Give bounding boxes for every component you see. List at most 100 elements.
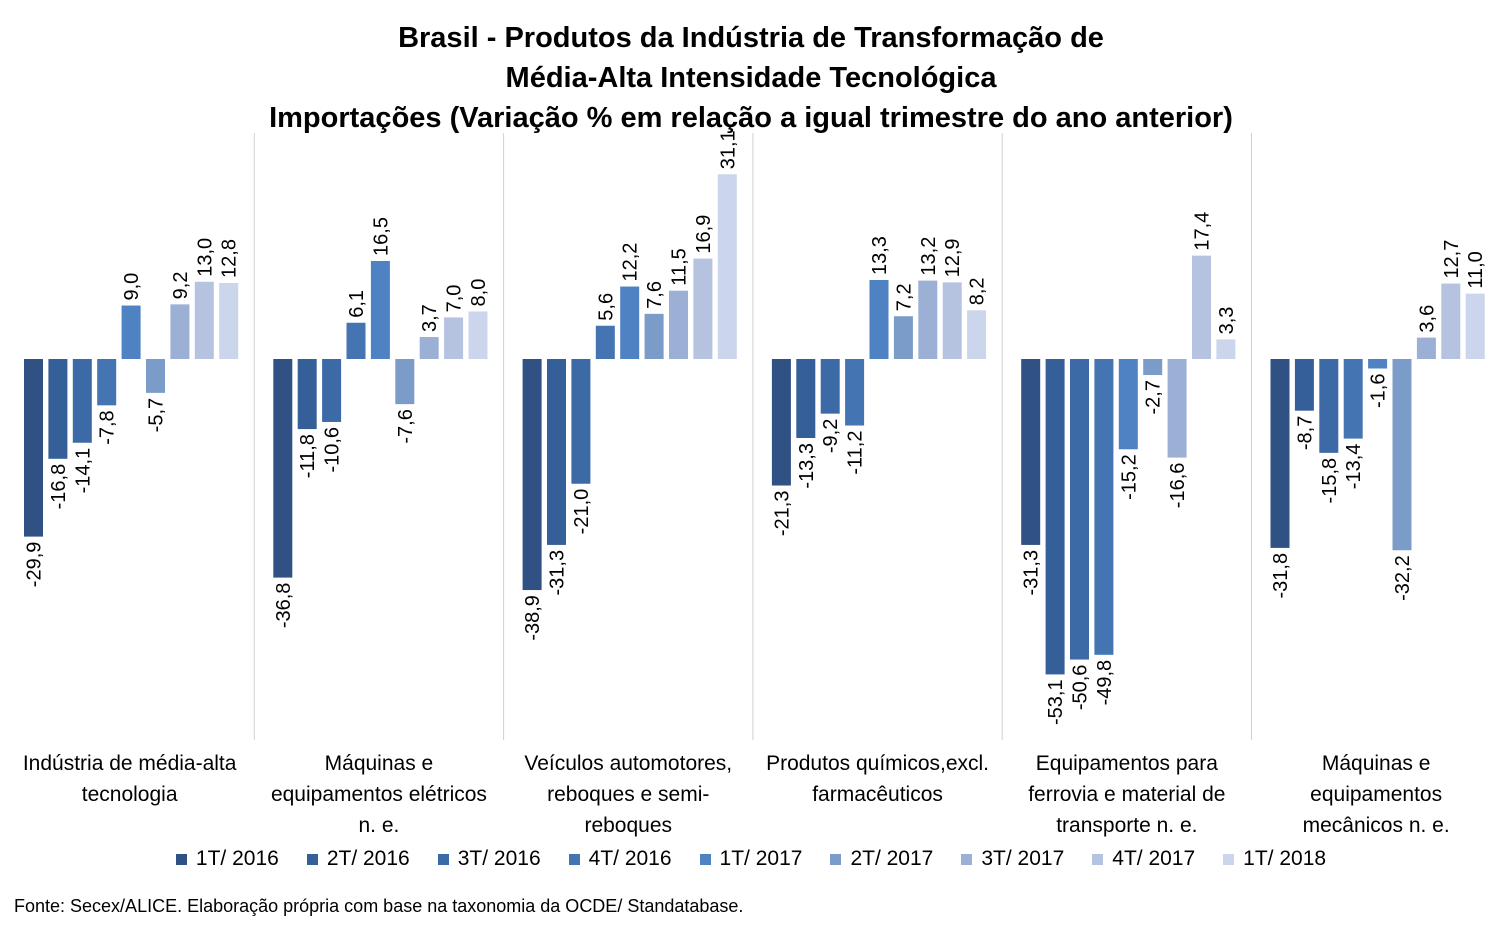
data-label: -50,6: [1070, 665, 1092, 711]
category-label-line: transporte n. e.: [1056, 814, 1197, 837]
category-label: Equipamentos para ferrovia e material de t…: [1028, 752, 1225, 837]
legend-swatch: [961, 853, 973, 865]
bar-6-9: [1465, 293, 1485, 359]
category-label-line: Equipamentos para: [1036, 752, 1218, 775]
data-label: -21,3: [771, 491, 793, 537]
bar-5-5: [1118, 359, 1138, 450]
bar-2-7: [419, 337, 439, 359]
category-label: Máquinas e equipamentos mecânicos n. e.: [1303, 752, 1450, 837]
bar-1-1: [24, 359, 43, 537]
data-label: -21,0: [571, 489, 593, 535]
legend-label: 3T/ 2016: [457, 847, 541, 870]
bar-1-3: [72, 359, 92, 443]
legend-item: 4T/ 2017: [1092, 847, 1195, 871]
bar-5-7: [1167, 359, 1187, 458]
data-label: 6,1: [346, 290, 368, 318]
bar-2-8: [444, 317, 464, 359]
legend-swatch: [699, 853, 711, 865]
data-label: -7,8: [97, 410, 119, 444]
legend-item: 4T/ 2016: [568, 847, 672, 871]
data-label: -13,3: [796, 443, 818, 489]
data-label: -53,1: [1045, 679, 1067, 725]
legend-label: 1T/ 2017: [719, 847, 803, 870]
source-note: Fonte: Secex/ALICE. Elaboração própria c…: [14, 896, 744, 916]
bar-3-4: [595, 325, 615, 359]
data-label: 12,7: [1441, 240, 1463, 279]
bar-1-8: [194, 281, 214, 359]
bar-3-7: [669, 290, 688, 359]
bar-2-6: [395, 359, 415, 405]
bar-1-9: [219, 282, 239, 359]
data-label: -7,6: [395, 409, 417, 443]
data-label: -11,2: [845, 431, 867, 475]
data-label: -13,4: [1343, 444, 1365, 490]
legend-item: 1T/ 2016: [175, 847, 279, 871]
chart-legend: 1T/ 2016 2T/ 2016 3T/ 2016 4T/ 2016 1T/ 2017…: [0, 847, 1502, 871]
bar-4-7: [918, 280, 938, 359]
legend-item: 1T/ 2018: [1223, 847, 1326, 871]
data-label: -9,2: [820, 419, 842, 453]
category-label-line: reboques e semi-: [547, 783, 709, 806]
bar-5-4: [1094, 359, 1114, 655]
bar-4-6: [893, 316, 913, 359]
category-label-line: equipamentos elétricos: [271, 783, 487, 806]
data-label: -32,2: [1392, 555, 1414, 601]
data-label: -31,3: [1021, 550, 1043, 596]
bar-4-5: [869, 279, 889, 359]
category-label-line: n. e.: [359, 814, 400, 837]
data-label: 13,2: [918, 237, 940, 276]
data-label: 8,2: [967, 277, 989, 305]
bar-2-9: [468, 311, 488, 359]
category-label-line: reboques: [584, 814, 672, 837]
data-label: 16,5: [370, 217, 392, 256]
legend-label: 1T/ 2016: [195, 847, 279, 870]
data-label: -15,8: [1319, 458, 1341, 504]
data-label: 9,0: [121, 273, 143, 301]
category-label: Veículos automotores, reboques e semi-reb…: [524, 752, 732, 837]
legend-swatch: [1092, 853, 1104, 865]
category-label-line: equipamentos: [1310, 783, 1442, 806]
bar-5-1: [1021, 359, 1041, 545]
data-label: -16,8: [48, 464, 70, 510]
legend-swatch: [568, 853, 580, 865]
bar-3-1: [522, 359, 542, 591]
bar-2-2: [297, 359, 317, 430]
bar-4-9: [967, 310, 987, 359]
bar-3-8: [693, 258, 713, 359]
data-label: -14,1: [72, 448, 94, 494]
bar-6-6: [1392, 359, 1412, 551]
legend-label: 3T/ 2017: [981, 847, 1065, 870]
data-label: 13,0: [194, 238, 216, 277]
data-label: 12,2: [620, 243, 642, 282]
data-label: 31,1: [717, 130, 739, 169]
data-label: 3,7: [419, 304, 441, 332]
data-label: 12,9: [942, 238, 964, 277]
bar-4-1: [771, 359, 791, 486]
data-label: 11,0: [1465, 251, 1487, 288]
bar-5-3: [1070, 359, 1089, 660]
data-label: -16,6: [1167, 463, 1189, 509]
bar-6-4: [1343, 359, 1363, 439]
bar-2-5: [370, 260, 390, 359]
legend-label: 2T/ 2017: [850, 847, 934, 870]
bar-5-2: [1045, 359, 1065, 675]
bar-5-6: [1143, 359, 1163, 376]
bar-1-7: [170, 304, 190, 359]
bar-2-3: [322, 359, 342, 422]
legend-label: 1T/ 2018: [1243, 847, 1327, 870]
legend-swatch: [1223, 853, 1235, 865]
chart-title-line-2: Média-Alta Intensidade Tecnológica: [505, 62, 997, 94]
legend-label: 4T/ 2017: [1112, 847, 1196, 870]
bar-5-8: [1192, 255, 1211, 359]
data-label: -31,3: [547, 550, 569, 596]
bar-4-2: [796, 359, 816, 439]
data-label: -11,8: [297, 434, 319, 478]
bar-4-3: [820, 359, 840, 414]
legend-item: 2T/ 2016: [306, 847, 410, 871]
data-label: 3,3: [1216, 307, 1238, 335]
category-label-line: Indústria de média-alta: [23, 752, 237, 775]
category-label: Indústria de média-alta tecnologia: [23, 752, 237, 806]
bar-1-6: [146, 359, 165, 393]
bar-6-2: [1294, 359, 1314, 411]
bar-1-5: [121, 305, 141, 359]
